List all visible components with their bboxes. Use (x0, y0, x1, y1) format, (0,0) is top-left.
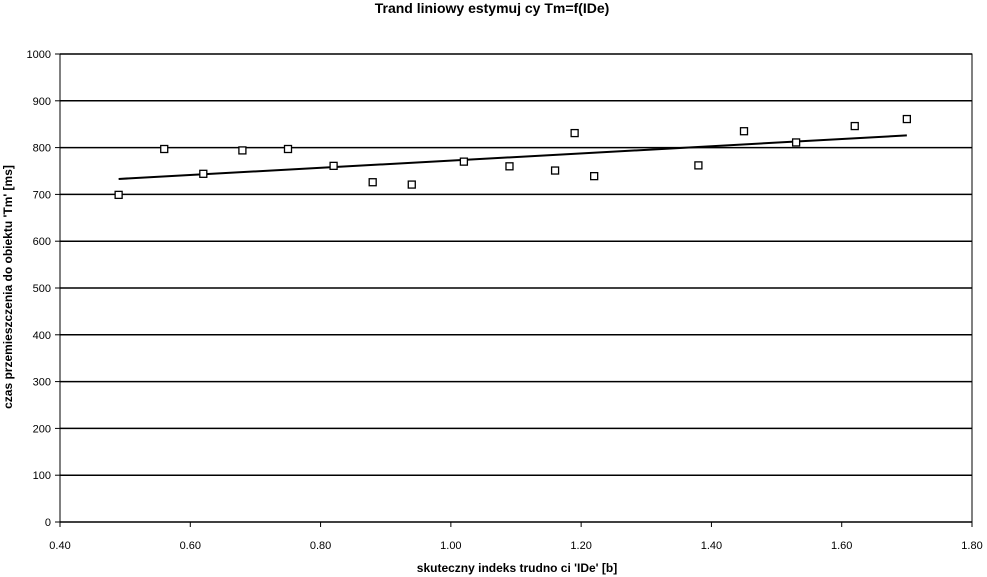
y-tick-label: 800 (33, 143, 51, 155)
y-axis: 0 100 200 300 400 500 600 700 800 900 1000 (27, 49, 60, 529)
data-point (570, 128, 579, 138)
x-tick-label: 0.40 (49, 540, 70, 552)
chart-title: Trand liniowy estymuj cy Tm=f(IDe) (375, 0, 610, 16)
data-point (160, 144, 169, 154)
data-point (550, 166, 560, 175)
x-tick-label: 1.40 (701, 540, 722, 552)
x-tick-label: 0.60 (180, 540, 201, 552)
y-tick-label: 300 (33, 377, 51, 389)
data-point (199, 169, 208, 178)
data-point (283, 144, 293, 154)
y-tick-label: 900 (33, 96, 51, 108)
x-tick-label: 1.20 (570, 540, 591, 552)
x-axis: 0.40 0.60 0.80 1.00 1.20 1.40 1.60 1.80 (49, 522, 983, 552)
data-point (114, 190, 123, 200)
data-point (505, 162, 514, 171)
x-tick-label: 1.60 (831, 540, 852, 552)
x-tick-label: 0.80 (310, 540, 331, 552)
data-points (114, 114, 912, 200)
y-tick-label: 400 (33, 330, 51, 342)
grid (60, 53, 972, 523)
data-point (238, 146, 247, 155)
data-point (590, 171, 599, 181)
data-point (407, 180, 416, 189)
y-tick-label: 600 (33, 236, 51, 248)
x-axis-label: skuteczny indeks trudno ci 'IDe' [b] (417, 561, 617, 575)
x-tick-label: 1.80 (961, 540, 982, 552)
data-point (329, 161, 338, 171)
y-tick-label: 100 (33, 470, 51, 482)
y-tick-label: 700 (33, 189, 51, 201)
data-point (902, 114, 912, 124)
trendline (118, 134, 907, 180)
y-axis-label: czas przemieszczenia do obiektu 'Tm' [ms… (1, 165, 15, 409)
y-tick-label: 500 (33, 283, 51, 295)
data-point (739, 127, 749, 136)
y-tick-label: 1000 (27, 49, 51, 61)
data-point (850, 121, 859, 131)
y-tick-label: 200 (33, 423, 51, 435)
x-tick-label: 1.00 (440, 540, 461, 552)
data-point (694, 161, 703, 170)
data-point (368, 178, 377, 187)
y-tick-label: 0 (45, 517, 51, 529)
data-point (459, 157, 469, 166)
data-point (791, 138, 801, 147)
